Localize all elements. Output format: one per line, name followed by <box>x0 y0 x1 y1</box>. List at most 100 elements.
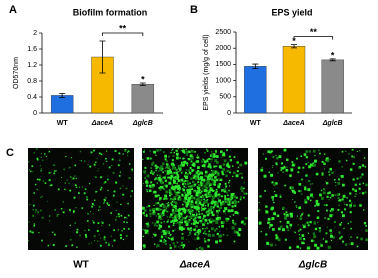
speck <box>164 179 168 182</box>
speck <box>245 192 248 195</box>
speck <box>305 174 308 177</box>
speck <box>180 244 182 246</box>
speck <box>214 193 218 197</box>
speck <box>184 201 187 204</box>
speck <box>211 211 214 214</box>
speck <box>190 177 193 180</box>
speck <box>270 173 274 177</box>
speck <box>209 188 213 191</box>
speck <box>201 182 204 185</box>
speck <box>103 202 105 204</box>
speck <box>237 233 241 237</box>
speck <box>307 224 310 227</box>
speck <box>282 171 285 174</box>
speck <box>222 173 224 176</box>
speck <box>169 238 171 240</box>
speck <box>209 202 211 204</box>
speck <box>272 228 275 231</box>
speck <box>184 174 186 176</box>
speck <box>197 190 200 194</box>
speck <box>160 214 164 217</box>
speck <box>216 212 218 214</box>
speck <box>156 246 158 248</box>
speck <box>292 199 294 201</box>
speck <box>175 152 179 156</box>
speck <box>243 192 246 195</box>
speck <box>355 193 357 195</box>
speck <box>197 187 201 190</box>
significance-mark: * <box>292 36 296 46</box>
speck <box>208 209 210 212</box>
speck <box>168 205 170 207</box>
speck <box>158 187 161 190</box>
speck <box>55 170 57 172</box>
speck <box>169 168 172 171</box>
speck <box>172 236 174 238</box>
speck <box>350 227 352 230</box>
speck <box>225 219 229 222</box>
speck <box>348 153 350 155</box>
speck <box>190 214 192 216</box>
speck <box>200 160 204 163</box>
speck <box>84 234 87 236</box>
speck <box>229 197 232 200</box>
speck <box>322 188 326 191</box>
speck <box>189 154 193 158</box>
speck <box>179 212 183 215</box>
speck <box>149 225 150 227</box>
speck <box>112 171 115 174</box>
speck <box>295 205 297 207</box>
speck <box>286 225 288 228</box>
speck <box>168 176 171 179</box>
speck <box>326 159 330 163</box>
speck <box>163 221 165 223</box>
speck <box>99 244 102 247</box>
speck <box>93 149 95 152</box>
speck <box>171 200 174 203</box>
speck <box>322 238 325 240</box>
speck <box>180 215 183 218</box>
speck <box>180 220 183 224</box>
speck <box>294 164 296 165</box>
speck <box>191 203 194 206</box>
speck <box>142 184 144 187</box>
speck <box>208 191 210 193</box>
speck <box>142 235 145 238</box>
speck <box>185 204 188 207</box>
speck <box>274 194 278 198</box>
speck <box>233 230 237 234</box>
speck <box>119 187 121 189</box>
speck <box>190 184 193 187</box>
speck <box>344 243 348 246</box>
speck <box>87 164 89 166</box>
speck <box>170 202 172 204</box>
speck <box>340 221 343 224</box>
speck <box>193 228 196 232</box>
speck <box>296 245 300 249</box>
speck <box>152 192 154 194</box>
speck <box>204 240 207 243</box>
speck <box>234 211 238 214</box>
speck <box>100 153 103 156</box>
speck <box>158 227 161 230</box>
speck <box>206 215 208 217</box>
speck <box>189 231 191 233</box>
speck <box>176 177 179 180</box>
speck <box>157 202 160 205</box>
speck <box>343 208 346 211</box>
speck <box>155 169 157 172</box>
speck <box>182 246 184 249</box>
speck <box>69 166 71 169</box>
speck <box>303 153 307 156</box>
speck <box>281 166 284 170</box>
speck <box>221 172 224 175</box>
speck <box>335 184 337 187</box>
speck <box>184 171 186 173</box>
speck <box>163 232 166 236</box>
speck <box>111 165 113 166</box>
speck <box>284 215 288 218</box>
speck <box>241 189 244 193</box>
speck <box>217 197 219 199</box>
chart-title: EPS yield <box>271 7 312 17</box>
speck <box>157 166 159 168</box>
